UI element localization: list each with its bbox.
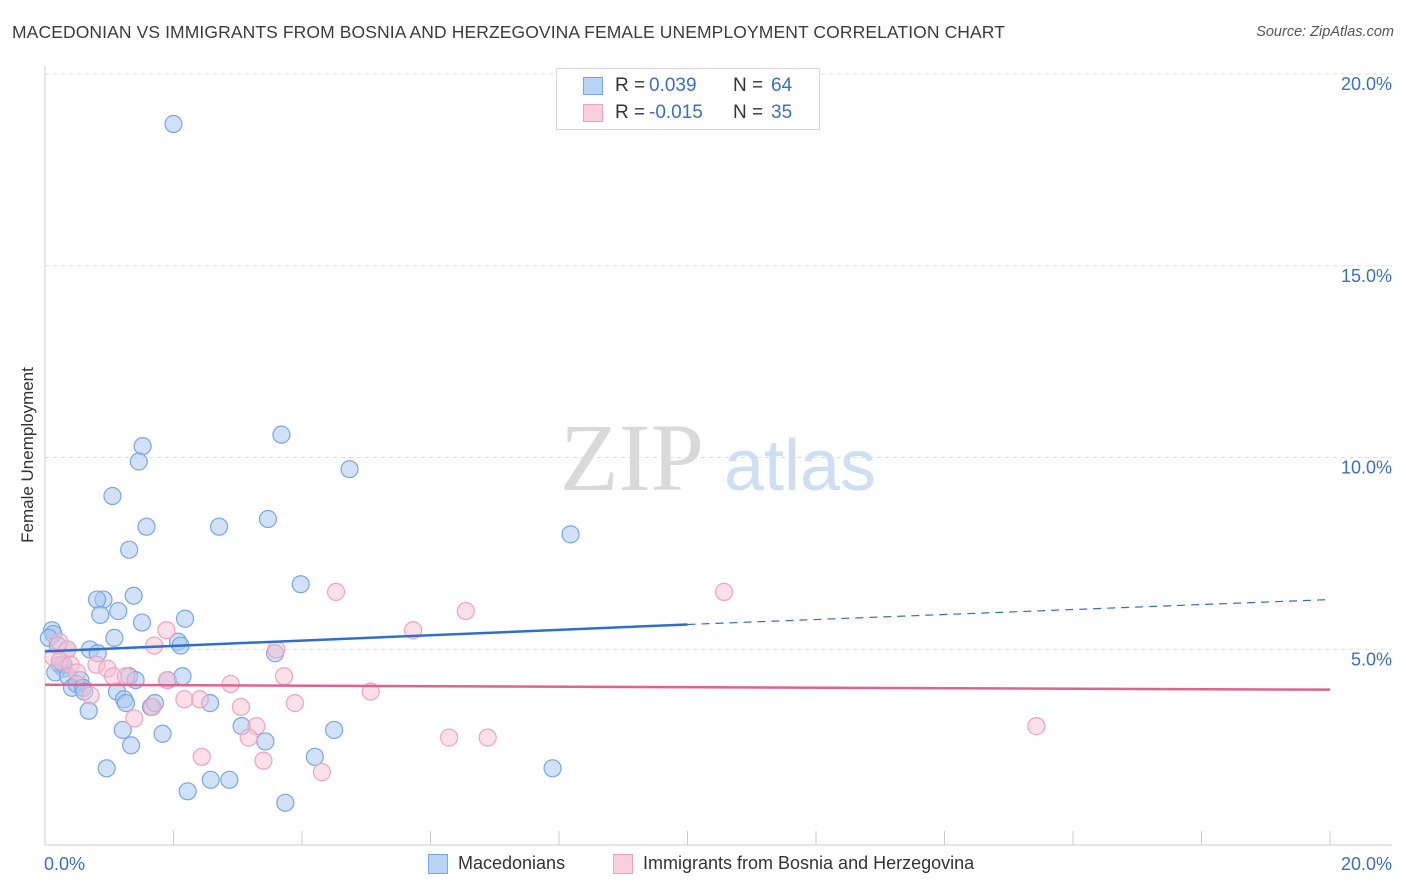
data-point-macedonians <box>133 437 152 456</box>
data-point-macedonians <box>87 590 107 609</box>
legend-row-bosnia: R = -0.015 N = 35 <box>557 100 819 126</box>
r-value: -0.015 <box>649 102 703 123</box>
data-point-macedonians <box>201 770 220 789</box>
data-point-macedonians <box>258 509 278 529</box>
data-point-macedonians <box>305 747 324 766</box>
data-point-macedonians <box>164 114 183 134</box>
data-point-bosnia <box>81 686 100 705</box>
trend-line-bosnia <box>44 683 1331 691</box>
data-point-macedonians <box>220 770 239 789</box>
legend-row-macedonians: R = 0.039 N = 64 <box>557 73 819 99</box>
data-point-macedonians <box>109 601 128 621</box>
data-point-bosnia <box>143 697 162 717</box>
watermark: ZIP atlas <box>560 404 876 511</box>
trend-line-macedonians <box>44 623 688 653</box>
series-macedonians <box>39 114 580 812</box>
data-point-bosnia <box>715 582 734 601</box>
legend-swatch-bosnia <box>583 104 603 122</box>
y-tick-label: 5.0% <box>1351 649 1392 669</box>
r-value: 0.039 <box>649 75 697 96</box>
data-point-macedonians <box>175 609 195 628</box>
data-point-macedonians <box>561 525 580 544</box>
r-label: R = <box>615 75 646 96</box>
data-point-macedonians <box>272 425 291 444</box>
data-point-bosnia <box>192 747 211 766</box>
trend-line-macedonians-extension <box>687 598 1331 626</box>
data-point-bosnia <box>326 582 346 601</box>
data-point-macedonians <box>210 517 229 536</box>
data-point-bosnia <box>1027 717 1046 736</box>
series-bosnia <box>44 582 1046 782</box>
data-point-macedonians <box>178 782 197 801</box>
n-label: N = <box>733 102 764 123</box>
legend-label: Immigrants from Bosnia and Herzegovina <box>643 853 975 873</box>
stats-legend: R = 0.039 N = 64 R = -0.015 N = 35 <box>556 68 820 130</box>
data-point-macedonians <box>543 759 562 778</box>
legend-swatch-bosnia <box>613 854 633 874</box>
data-point-macedonians <box>91 605 110 625</box>
n-value: 35 <box>771 102 793 123</box>
data-point-macedonians <box>340 460 359 479</box>
data-point-bosnia <box>116 667 136 686</box>
data-point-bosnia <box>361 682 380 701</box>
source-label: Source: ZipAtlas.com <box>1256 24 1394 40</box>
data-point-macedonians <box>256 732 275 751</box>
series-legend: Macedonians Immigrants from Bosnia and H… <box>0 852 1406 878</box>
data-point-macedonians <box>113 720 132 740</box>
data-point-macedonians <box>129 452 148 471</box>
tick-labels: 5.0% 10.0% 15.0% 20.0% 0.0% 20.0% <box>44 74 1392 874</box>
n-label: N = <box>733 75 764 96</box>
watermark-atlas: atlas <box>724 426 876 506</box>
x-tick-label: 20.0% <box>1341 854 1392 874</box>
data-point-macedonians <box>79 701 98 720</box>
data-point-bosnia <box>285 694 305 713</box>
data-point-bosnia <box>478 728 497 747</box>
data-point-bosnia <box>239 728 258 747</box>
data-point-bosnia <box>267 640 286 659</box>
data-point-bosnia <box>231 697 251 717</box>
trend-lines <box>44 598 1331 691</box>
data-point-bosnia <box>125 709 144 728</box>
data-point-macedonians <box>325 720 344 740</box>
r-label: R = <box>615 102 646 123</box>
data-point-bosnia <box>254 751 273 770</box>
legend-swatch-macedonians <box>428 854 448 874</box>
chart-title: MACEDONIAN VS IMMIGRANTS FROM BOSNIA AND… <box>12 22 1006 42</box>
y-tick-label: 20.0% <box>1341 74 1392 94</box>
grid-lines <box>45 73 1392 650</box>
data-point-macedonians <box>120 540 139 559</box>
data-point-macedonians <box>291 575 310 594</box>
data-point-bosnia <box>175 690 194 709</box>
data-point-macedonians <box>276 793 295 812</box>
data-point-bosnia <box>274 667 294 686</box>
data-point-macedonians <box>121 736 141 755</box>
data-point-macedonians <box>103 486 122 506</box>
watermark-zip: ZIP <box>560 404 704 511</box>
y-tick-label: 10.0% <box>1341 458 1392 478</box>
legend-swatch-macedonians <box>583 77 603 95</box>
data-point-bosnia <box>440 728 459 747</box>
y-tick-label: 15.0% <box>1341 266 1392 286</box>
data-point-macedonians <box>173 667 192 686</box>
data-point-macedonians <box>105 628 124 648</box>
data-point-bosnia <box>456 601 475 621</box>
data-point-bosnia <box>404 621 423 640</box>
data-point-macedonians <box>153 724 172 743</box>
legend-label: Macedonians <box>458 853 566 873</box>
x-tick-label: 0.0% <box>44 854 85 874</box>
data-point-macedonians <box>124 586 143 605</box>
data-point-bosnia <box>312 763 332 782</box>
data-point-bosnia <box>190 690 209 709</box>
data-point-bosnia <box>221 674 240 694</box>
data-point-bosnia <box>68 663 87 682</box>
data-point-macedonians <box>116 694 136 713</box>
data-point-macedonians <box>97 759 116 778</box>
data-point-macedonians <box>132 613 152 632</box>
data-point-macedonians <box>137 517 156 536</box>
axes <box>44 66 1392 846</box>
data-point-bosnia <box>157 621 176 640</box>
n-value: 64 <box>771 75 793 96</box>
